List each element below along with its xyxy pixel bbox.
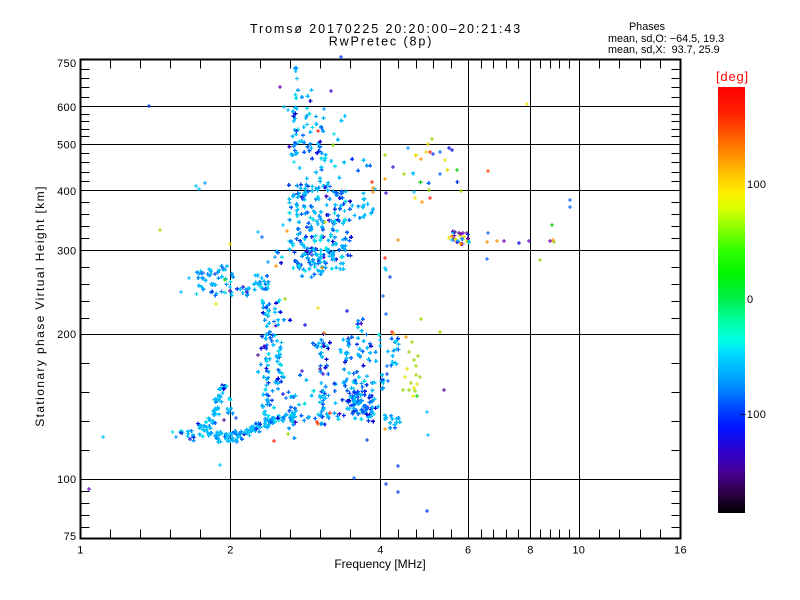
svg-text:75: 75: [64, 531, 77, 543]
svg-text:mean, sd,X: 93.7, 25.9: mean, sd,X: 93.7, 25.9: [608, 44, 720, 56]
svg-text:Stationary phase Virtual Heigh: Stationary phase Virtual Height [km]: [33, 185, 47, 427]
svg-text:100: 100: [57, 474, 76, 486]
svg-text:1: 1: [77, 545, 83, 557]
svg-text:Tromsø 20170225 20:20:00–20:21: Tromsø 20170225 20:20:00–20:21:43: [250, 22, 522, 36]
svg-text:4: 4: [377, 545, 383, 557]
svg-text:Phases: Phases: [629, 21, 666, 33]
svg-text:16: 16: [674, 545, 687, 557]
svg-text:8: 8: [527, 545, 533, 557]
svg-text:400: 400: [57, 186, 76, 198]
svg-text:Frequency [MHz]: Frequency [MHz]: [334, 557, 425, 571]
svg-text:0: 0: [747, 294, 753, 306]
svg-text:100: 100: [747, 179, 766, 191]
svg-text:10: 10: [572, 545, 585, 557]
svg-text:500: 500: [57, 140, 76, 152]
svg-text:[deg]: [deg]: [716, 69, 749, 84]
svg-text:200: 200: [57, 329, 76, 341]
svg-text:750: 750: [57, 58, 76, 70]
svg-text:RwPretec (8p): RwPretec (8p): [329, 35, 434, 49]
svg-text:2: 2: [227, 545, 233, 557]
svg-text:600: 600: [57, 102, 76, 114]
svg-text:6: 6: [465, 545, 471, 557]
svg-text:mean, sd,O: −64.5, 19.3: mean, sd,O: −64.5, 19.3: [608, 33, 724, 45]
svg-text:300: 300: [57, 246, 76, 258]
svg-text:−100: −100: [740, 409, 766, 421]
